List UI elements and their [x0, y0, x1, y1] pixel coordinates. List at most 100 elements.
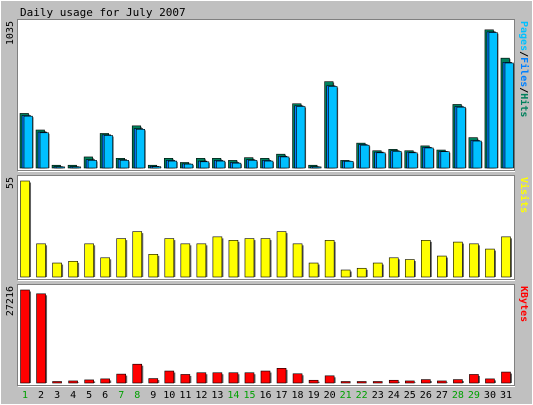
- bar-visits-18: [292, 243, 303, 278]
- bar-pages-23: [376, 152, 386, 169]
- bar-visits-13: [212, 236, 223, 278]
- bar-pages-14: [232, 162, 242, 169]
- bar-pages-25: [408, 152, 418, 169]
- panel-visits-max-label: 55: [5, 177, 16, 189]
- x-tick-label-23: 23: [372, 390, 384, 401]
- x-tick-label-25: 25: [404, 390, 416, 401]
- bar-kbytes-9: [148, 378, 159, 384]
- bar-kbytes-23: [372, 381, 383, 384]
- bar-pages-12: [200, 161, 210, 169]
- x-tick-label-17: 17: [276, 390, 288, 401]
- bar-visits-2: [36, 243, 46, 278]
- x-tick-label-7: 7: [118, 390, 124, 401]
- bar-pages-15: [248, 160, 258, 169]
- x-tick-label-28: 28: [452, 390, 464, 401]
- x-tick-label-14: 14: [227, 390, 239, 401]
- bar-pages-21: [344, 161, 354, 169]
- bar-kbytes-29: [469, 374, 479, 384]
- panel-kbytes-frame: [17, 284, 515, 386]
- bar-pages-11: [184, 163, 194, 169]
- bar-visits-11: [180, 243, 191, 278]
- x-tick-label-26: 26: [420, 390, 432, 401]
- bar-visits-30: [485, 248, 495, 278]
- bar-visits-19: [308, 262, 319, 278]
- bar-kbytes-10: [164, 370, 175, 384]
- bar-visits-5: [84, 243, 94, 278]
- bar-visits-25: [404, 259, 415, 278]
- bar-pages-5: [87, 160, 97, 169]
- bar-pages-4: [71, 166, 81, 169]
- x-tick-label-15: 15: [243, 390, 255, 401]
- bar-kbytes-2: [36, 293, 46, 384]
- x-tick-label-18: 18: [292, 390, 304, 401]
- legend-part-kbytes-0: KBytes: [518, 286, 529, 322]
- bar-visits-12: [196, 243, 207, 278]
- bar-pages-22: [360, 144, 370, 169]
- bar-visits-14: [228, 240, 239, 278]
- bar-pages-31: [504, 62, 514, 169]
- bar-visits-1: [20, 180, 30, 278]
- bar-visits-9: [148, 254, 159, 278]
- panel-hits: 1035 Pages/Files/Hits: [5, 19, 530, 172]
- bar-kbytes-6: [100, 378, 110, 384]
- x-tick-label-21: 21: [340, 390, 352, 401]
- chart-panels: 1035 Pages/Files/Hits 55 Visits 27216 KBytes: [5, 19, 530, 387]
- bar-kbytes-22: [356, 381, 367, 384]
- bar-pages-3: [55, 166, 65, 169]
- bar-kbytes-1: [20, 289, 30, 384]
- panel-visits: 55 Visits: [5, 175, 530, 281]
- x-tick-label-19: 19: [308, 390, 320, 401]
- x-tick-label-10: 10: [163, 390, 175, 401]
- bar-visits-31: [501, 236, 511, 278]
- bar-kbytes-30: [485, 378, 495, 384]
- bar-visits-27: [437, 255, 447, 278]
- x-tick-label-31: 31: [500, 390, 512, 401]
- bar-kbytes-18: [292, 373, 303, 384]
- x-tick-label-5: 5: [86, 390, 92, 401]
- bar-visits-28: [453, 241, 463, 278]
- bar-pages-19: [312, 166, 322, 169]
- chart-title: Daily usage for July 2007: [20, 6, 186, 19]
- bar-visits-15: [244, 238, 255, 278]
- bar-visits-4: [68, 260, 78, 278]
- bar-visits-8: [132, 231, 143, 278]
- panel-visits-legend-label: Visits: [518, 177, 530, 213]
- x-tick-label-11: 11: [179, 390, 191, 401]
- bar-visits-29: [469, 243, 479, 278]
- x-tick-label-29: 29: [468, 390, 480, 401]
- legend-part-hits-3: /: [518, 87, 529, 93]
- x-tick-label-27: 27: [436, 390, 448, 401]
- bar-kbytes-31: [501, 371, 511, 384]
- bar-kbytes-4: [68, 380, 78, 384]
- x-tick-label-24: 24: [388, 390, 400, 401]
- x-tick-label-2: 2: [38, 390, 44, 401]
- bar-pages-29: [472, 140, 482, 169]
- bar-kbytes-8: [132, 363, 143, 384]
- x-tick-label-20: 20: [324, 390, 336, 401]
- bar-visits-16: [260, 238, 271, 278]
- x-tick-label-13: 13: [211, 390, 223, 401]
- x-tick-label-6: 6: [102, 390, 108, 401]
- bar-visits-17: [276, 231, 287, 278]
- panel-kbytes-max-label: 27216: [5, 286, 16, 316]
- bar-kbytes-7: [116, 373, 127, 384]
- bar-kbytes-12: [196, 372, 207, 384]
- bar-kbytes-11: [180, 374, 191, 384]
- bar-visits-20: [324, 240, 335, 278]
- bar-visits-24: [388, 257, 399, 278]
- x-tick-label-1: 1: [22, 390, 28, 401]
- legend-part-hits-1: /: [518, 51, 529, 57]
- x-axis-labels: 1 2 3 4 5 6 7 8 9 10 11 12 13 14 15 16 17 18 19 20 21 22 23 24 2…: [22, 390, 512, 401]
- bar-pages-9: [151, 166, 162, 169]
- bar-pages-17: [280, 156, 290, 169]
- bar-kbytes-20: [324, 375, 335, 384]
- bar-kbytes-13: [212, 372, 223, 384]
- bar-pages-30: [488, 32, 498, 169]
- bar-pages-18: [296, 106, 306, 169]
- bar-pages-10: [167, 160, 178, 169]
- bar-kbytes-21: [340, 381, 351, 384]
- bar-pages-26: [424, 147, 434, 169]
- bar-visits-3: [52, 262, 62, 278]
- x-tick-label-16: 16: [259, 390, 271, 401]
- bar-visits-7: [116, 238, 127, 278]
